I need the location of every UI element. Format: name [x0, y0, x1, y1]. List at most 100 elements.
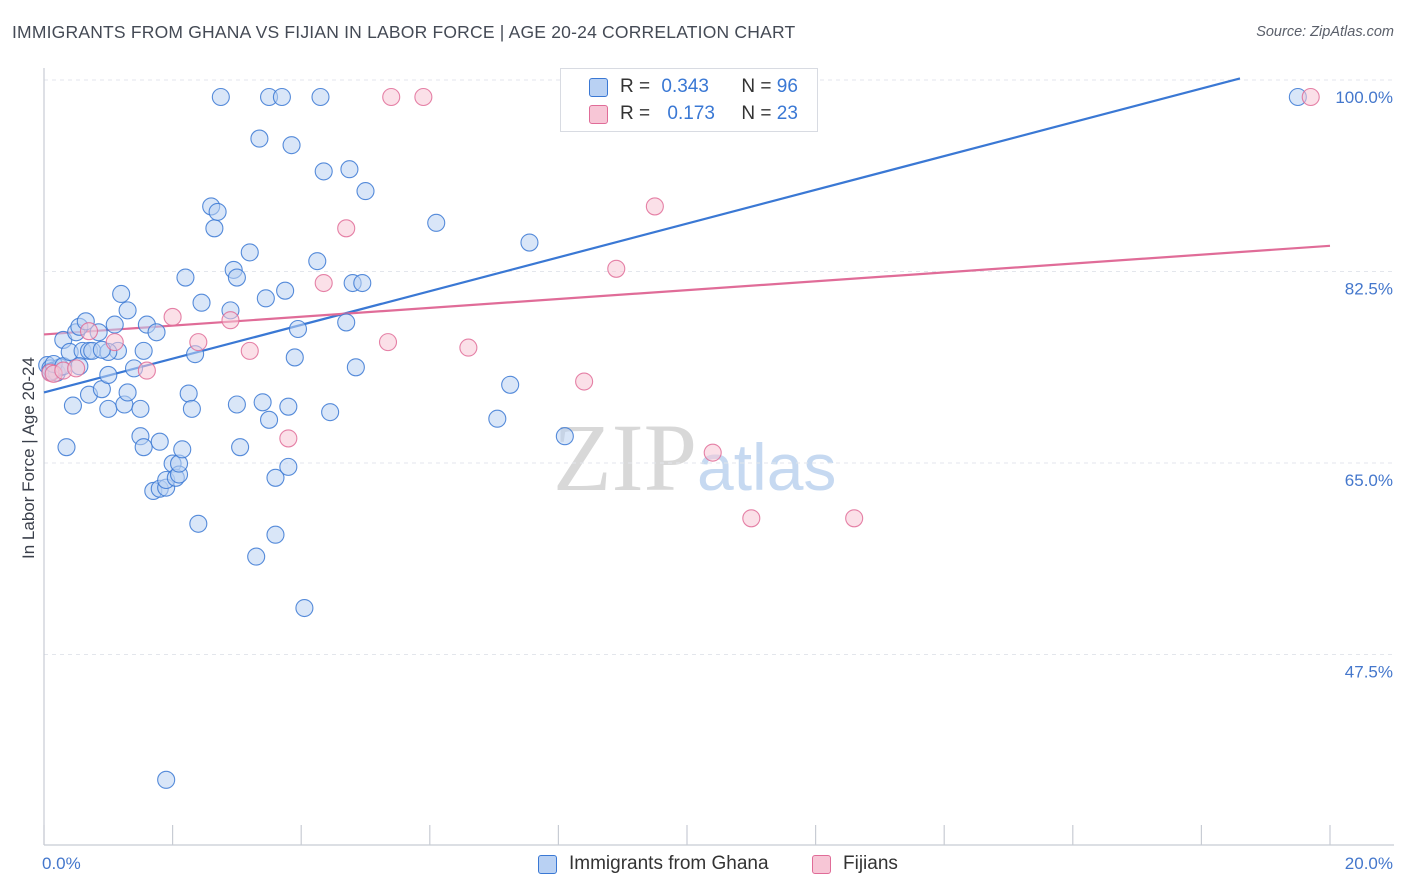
ghana-point: [157, 770, 176, 789]
legend-swatch-pink: [589, 104, 608, 124]
ghana-point: [282, 136, 301, 155]
ghana-point: [227, 395, 246, 414]
ghana-point: [356, 182, 375, 201]
fijian-point: [314, 273, 333, 293]
stats-legend: R = 0.343 N = 96 R = 0.173 N = 23: [560, 68, 818, 132]
ghana-trend-line: [43, 77, 1241, 394]
legend-n-value: 96: [776, 76, 798, 97]
fijian-point: [240, 341, 259, 360]
ghana-point: [211, 87, 230, 107]
legend-n-label: N =: [741, 76, 777, 97]
ghana-point: [147, 323, 166, 342]
ghana-point: [353, 273, 372, 293]
chart-title: IMMIGRANTS FROM GHANA VS FIJIAN IN LABOR…: [12, 22, 796, 42]
ghana-point: [118, 301, 137, 320]
ghana-point: [208, 202, 227, 221]
ghana-point: [321, 403, 340, 422]
ghana-point: [272, 87, 291, 107]
legend-row-ghana: R = 0.343 N = 96: [561, 73, 798, 101]
ghana-point: [118, 383, 137, 402]
fijian-point: [163, 307, 182, 327]
legend-swatch-pink: [812, 854, 831, 874]
ghana-point: [520, 233, 539, 252]
fijian-point: [607, 259, 626, 278]
fijian-point: [221, 311, 240, 330]
ghana-point: [240, 243, 259, 262]
legend-swatch-blue: [589, 77, 608, 97]
ghana-point: [279, 457, 298, 476]
source-label: Source: ZipAtlas.com: [1256, 24, 1394, 40]
y-tick-label: 47.5%: [1345, 663, 1393, 682]
fijian-point: [378, 333, 398, 352]
fijian-point: [79, 322, 99, 341]
legend-row-fijians: R = 0.173 N = 23: [561, 100, 798, 128]
series-legend-ghana: Immigrants from Ghana: [538, 851, 769, 877]
fijian-point: [337, 219, 356, 238]
y-tick-label: 100.0%: [1335, 88, 1393, 107]
ghana-point: [337, 313, 356, 332]
axis-labels: 47.5% 65.0% 82.5% 100.0% 0.0% 20.0% In Labor F…: [19, 88, 1393, 873]
series-legend-fijians: Fijians: [812, 851, 898, 877]
data-points: [38, 87, 1320, 789]
ghana-point: [150, 432, 169, 451]
ghana-point: [266, 525, 285, 544]
ghana-point: [288, 319, 308, 339]
ghana-point: [99, 365, 118, 384]
ghana-point: [192, 293, 211, 312]
axes: [43, 68, 1394, 846]
ghana-point: [346, 358, 365, 377]
fijian-point: [703, 443, 722, 462]
fijian-point: [1301, 87, 1320, 107]
fijian-trend-line: [43, 244, 1331, 336]
ghana-point: [176, 268, 195, 287]
ghana-point: [259, 410, 279, 429]
ghana-point: [99, 399, 118, 418]
ghana-point: [340, 160, 359, 179]
ghana-point: [182, 399, 201, 418]
ghana-point: [555, 427, 574, 446]
ghana-point: [205, 219, 224, 238]
fijian-point: [105, 333, 124, 352]
ghana-point: [63, 396, 82, 415]
watermark-atlas: atlas: [697, 430, 837, 504]
legend-n-label: N =: [741, 103, 777, 124]
ghana-point: [179, 384, 198, 403]
ghana-point: [57, 438, 76, 457]
fijian-point: [742, 509, 761, 528]
series-legend-label: Immigrants from Ghana: [569, 853, 769, 874]
y-tick-label: 65.0%: [1345, 471, 1393, 490]
legend-swatch-blue: [538, 854, 557, 874]
fijian-point: [189, 333, 208, 352]
watermark-zip: ZIP: [553, 404, 697, 511]
ghana-point: [295, 598, 314, 618]
trend-lines: [43, 77, 1331, 394]
ghana-point: [134, 438, 153, 457]
ghana-point: [131, 399, 150, 418]
ghana-point: [253, 393, 272, 412]
ghana-point: [311, 87, 330, 107]
ghana-point: [250, 129, 269, 148]
ghana-point: [488, 409, 507, 428]
x-tick-label: 20.0%: [1345, 854, 1393, 873]
ghana-point: [112, 284, 131, 304]
ghana-point: [227, 268, 246, 287]
ghana-point: [266, 468, 285, 487]
ghana-point: [276, 281, 295, 300]
fijian-point: [279, 429, 298, 448]
fijian-point: [67, 359, 86, 378]
fijian-point: [459, 338, 478, 357]
y-tick-label: 82.5%: [1345, 280, 1393, 299]
legend-n-value: 23: [776, 103, 798, 124]
watermark: ZIPatlas: [553, 402, 836, 513]
ghana-point: [105, 315, 124, 334]
ghana-point: [427, 213, 446, 232]
series-legend-label: Fijians: [843, 853, 898, 874]
ghana-point: [256, 289, 275, 308]
fijian-point: [575, 372, 594, 391]
fijian-point: [137, 361, 156, 380]
series-legend: Immigrants from Ghana Fijians: [0, 851, 1406, 877]
ghana-point: [314, 162, 333, 181]
ghana-point: [134, 341, 153, 360]
legend-r-label: R =: [620, 103, 656, 124]
